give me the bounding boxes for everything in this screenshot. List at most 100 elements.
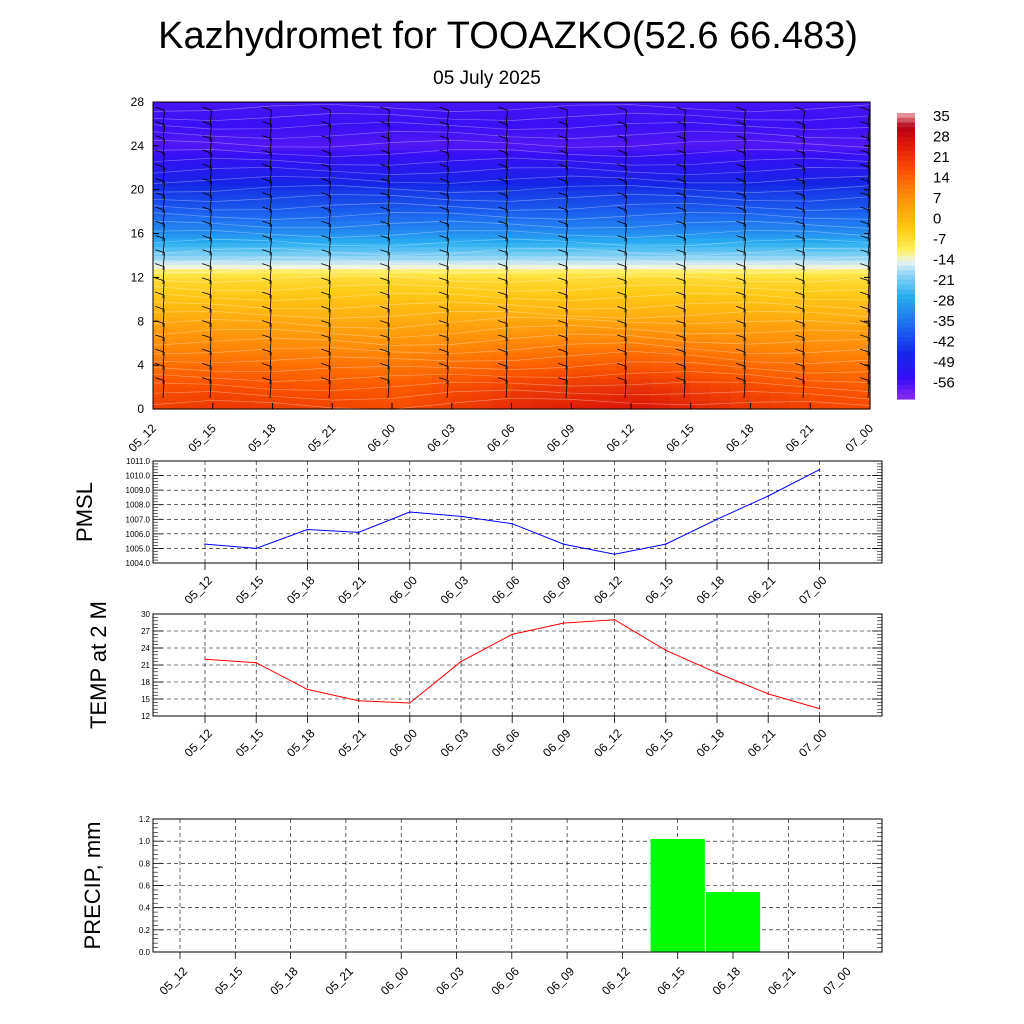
data-point <box>511 522 513 525</box>
heatmap-cell <box>710 391 732 397</box>
heatmap-cell <box>172 330 194 336</box>
heatmap-cell <box>611 123 632 129</box>
heatmap-cell <box>770 172 791 178</box>
heatmap-cell <box>690 400 712 406</box>
heatmap-cell <box>451 382 473 388</box>
x-tick-label: 06_06 <box>489 573 523 607</box>
heatmap-cell <box>252 334 274 340</box>
heatmap-cell <box>710 281 732 287</box>
heatmap-cell <box>411 115 433 121</box>
heatmap-cell <box>830 110 851 116</box>
heatmap-cell <box>172 347 194 353</box>
heatmap-cell <box>491 224 513 230</box>
heatmap-cell <box>730 119 752 125</box>
heatmap-cell <box>551 237 572 243</box>
heatmap-cell <box>591 356 612 362</box>
heatmap-cell <box>690 137 712 143</box>
heatmap-cell <box>192 273 214 279</box>
heatmap-cell <box>670 233 692 239</box>
heatmap-cell <box>650 259 672 265</box>
heatmap-cell <box>690 325 712 331</box>
heatmap-cell <box>172 224 194 230</box>
colorbar-segment <box>897 360 915 367</box>
heatmap-cell <box>332 277 353 283</box>
heatmap-cell <box>770 334 791 340</box>
heatmap-cell <box>551 343 572 349</box>
heatmap-cell <box>810 400 831 406</box>
heatmap-cell <box>352 198 373 204</box>
heatmap-cell <box>830 365 851 371</box>
heatmap-cell <box>491 404 513 410</box>
heatmap-cell <box>531 294 552 300</box>
heatmap-cell <box>372 132 393 138</box>
heatmap-cell <box>372 137 393 143</box>
heatmap-cell <box>212 299 234 305</box>
colorbar-segment <box>897 384 915 391</box>
colorbar-segment <box>897 136 915 143</box>
heatmap-cell <box>451 373 473 379</box>
heatmap-cell <box>372 404 393 410</box>
heatmap-cell <box>332 404 353 410</box>
heatmap-cell <box>252 312 274 318</box>
heatmap-cell <box>352 281 373 287</box>
heatmap-cell <box>272 251 294 257</box>
heatmap-cell <box>591 150 612 156</box>
heatmap-cell <box>670 299 692 305</box>
heatmap-cell <box>531 365 552 371</box>
wind-barb <box>736 377 746 399</box>
x-tick-label: 05_21 <box>335 573 369 607</box>
heatmap-cell <box>631 255 652 261</box>
heatmap-cell <box>153 325 174 331</box>
heatmap-cell <box>491 163 513 169</box>
heatmap-cell <box>451 338 473 344</box>
heatmap-cell <box>730 303 752 309</box>
heatmap-cell <box>332 216 353 222</box>
heatmap-cell <box>491 202 513 208</box>
heatmap-cell <box>730 325 752 331</box>
heatmap-cell <box>531 110 552 116</box>
heatmap-cell <box>730 268 752 274</box>
heatmap-cell <box>352 255 373 261</box>
heatmap-cell <box>471 233 493 239</box>
heatmap-cell <box>292 316 313 322</box>
heatmap-cell <box>611 281 632 287</box>
heatmap-cell <box>272 281 294 287</box>
heatmap-cell <box>312 338 333 344</box>
heatmap-cell <box>272 115 294 121</box>
heatmap-cell <box>451 115 473 121</box>
heatmap-cell <box>710 115 732 121</box>
heatmap-cell <box>571 207 592 213</box>
heatmap-cell <box>392 360 413 366</box>
heatmap-cell <box>372 308 393 314</box>
heatmap-cell <box>332 369 353 375</box>
heatmap-cell <box>471 343 493 349</box>
heatmap-cell <box>571 150 592 156</box>
heatmap-cell <box>551 202 572 208</box>
heatmap-cell <box>153 154 174 160</box>
heatmap-cell <box>531 189 552 195</box>
wind-barb <box>380 106 390 128</box>
heatmap-cell <box>212 255 234 261</box>
heatmap-cell <box>431 382 453 388</box>
heatmap-cell <box>172 137 194 143</box>
contour-line <box>152 139 871 148</box>
contour-line <box>152 130 871 140</box>
heatmap-cell <box>252 343 274 349</box>
heatmap-cell <box>770 211 791 217</box>
heatmap-cell <box>850 233 871 239</box>
heatmap-cell <box>232 330 254 336</box>
heatmap-cell <box>232 167 254 173</box>
wind-barb <box>262 106 272 128</box>
heatmap-cell <box>850 373 871 379</box>
heatmap-cell <box>312 216 333 222</box>
heatmap-cell <box>252 145 274 151</box>
heatmap-cell <box>411 246 433 252</box>
heatmap-cell <box>650 154 672 160</box>
heatmap-cell <box>252 229 274 235</box>
heatmap-cell <box>491 268 513 274</box>
heatmap-cell <box>272 268 294 274</box>
heatmap-cell <box>571 391 592 397</box>
heatmap-cell <box>491 343 513 349</box>
heatmap-cell <box>830 229 851 235</box>
heatmap-cell <box>451 189 473 195</box>
